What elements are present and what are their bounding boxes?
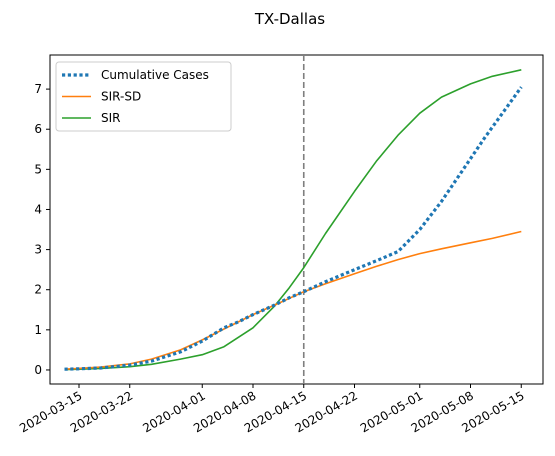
y-tick-label: 2 [34, 283, 42, 297]
y-tick-label: 1 [34, 323, 42, 337]
chart-title: TX-Dallas [254, 10, 325, 28]
y-tick-label: 7 [34, 82, 42, 96]
legend-label-sir-sd: SIR-SD [101, 90, 141, 104]
legend: Cumulative Cases SIR-SD SIR [55, 61, 232, 132]
legend-box [55, 61, 232, 132]
y-tick-label: 3 [34, 243, 42, 257]
y-tick-label: 5 [34, 162, 42, 176]
legend-label-cumulative-cases: Cumulative Cases [101, 68, 209, 82]
series-line-sir-sd [64, 230, 522, 370]
legend-label-sir: SIR [101, 111, 121, 125]
series-line-cumulative-cases [64, 86, 523, 371]
y-tick-label: 4 [34, 202, 42, 216]
series-line-sir [64, 69, 522, 371]
plot-area-frame [49, 54, 544, 385]
y-tick-label: 0 [34, 363, 42, 377]
y-tick-label: 6 [34, 122, 42, 136]
y-axis: 0 1 2 3 4 5 6 7 [34, 82, 50, 377]
series-layer [64, 69, 523, 371]
